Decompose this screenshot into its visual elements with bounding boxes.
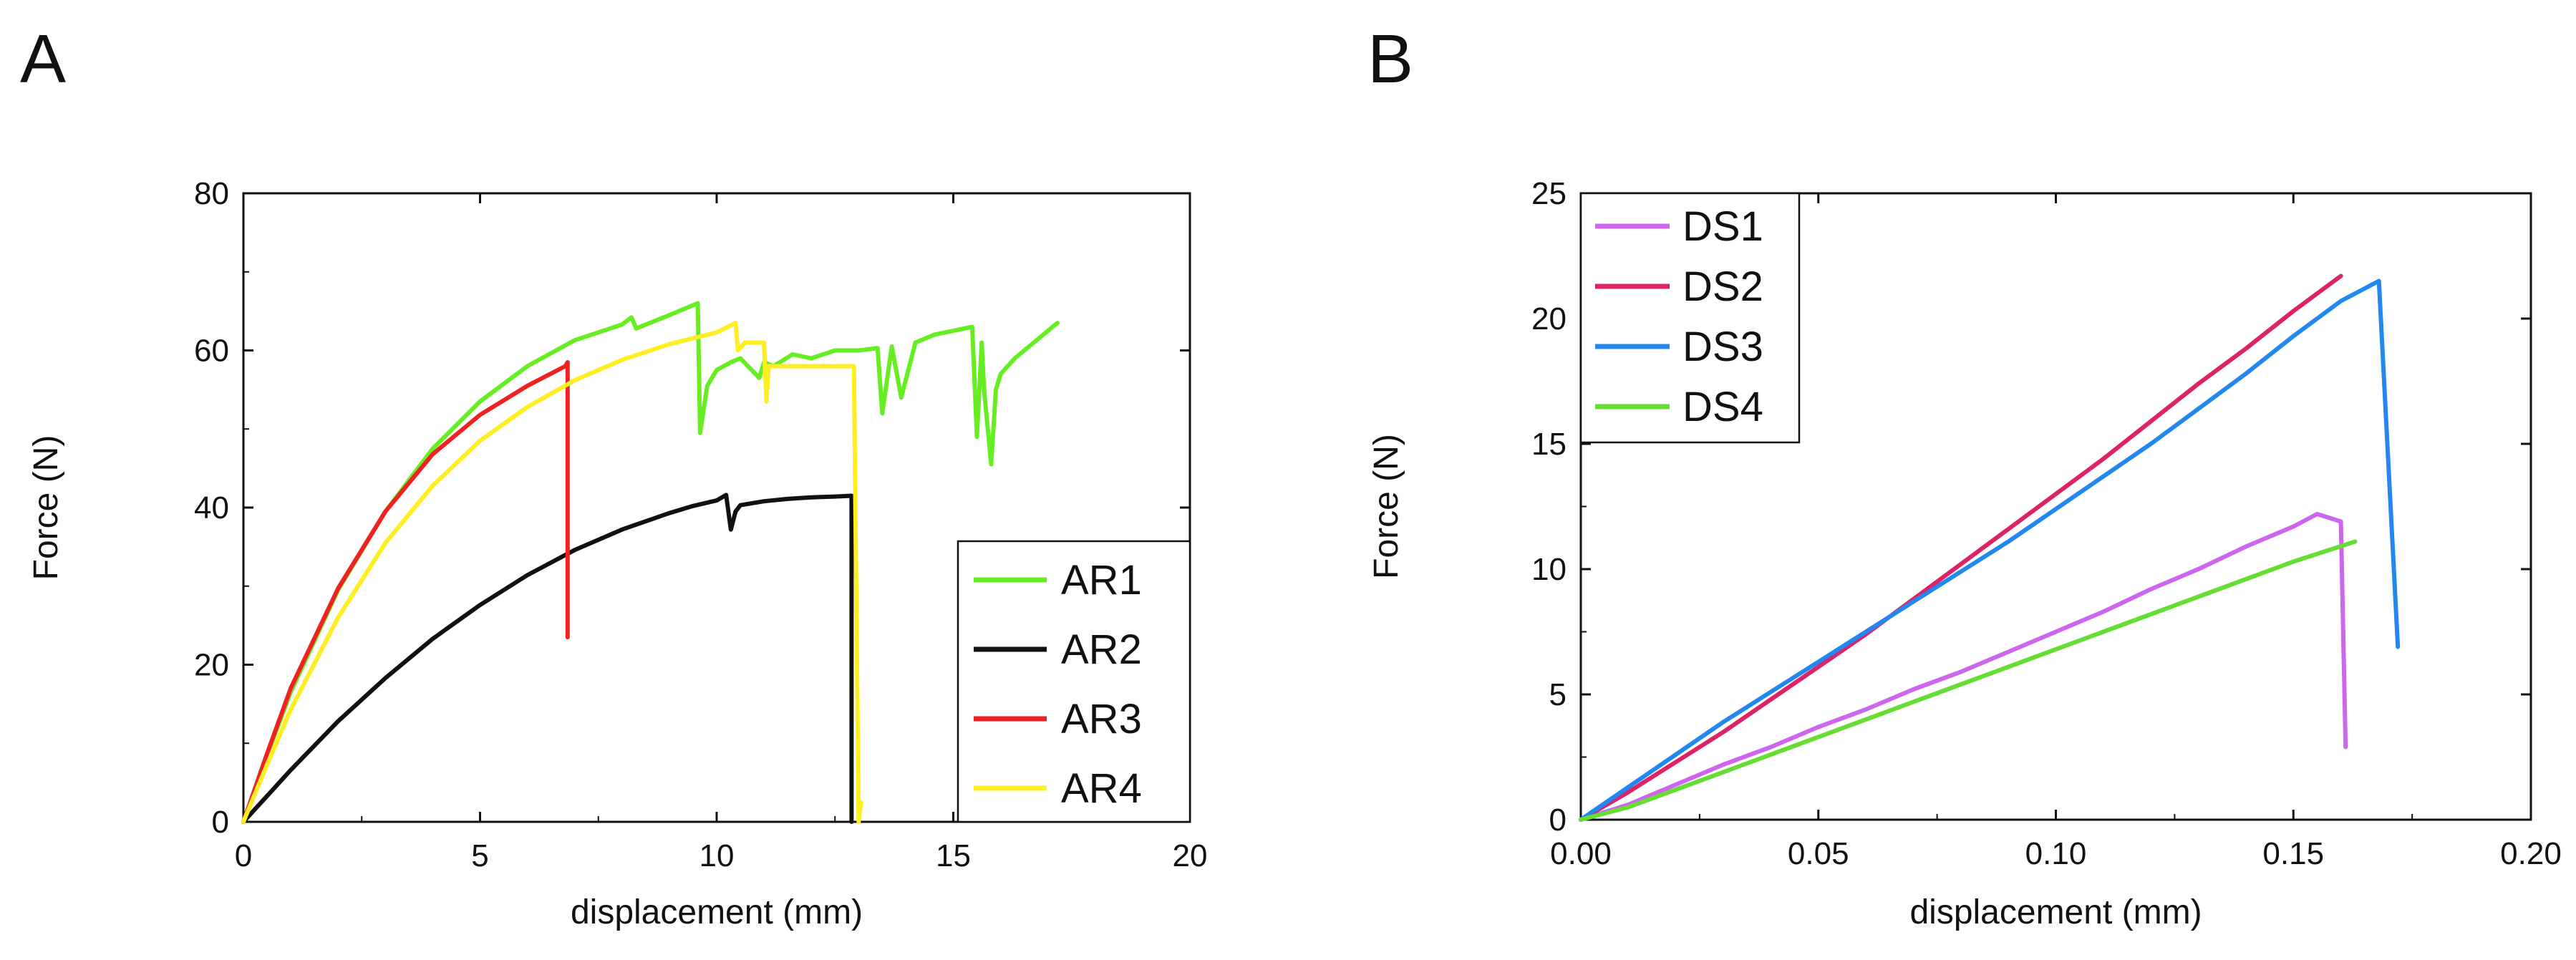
chart-panel-a: 0 5 10 15 20 0 20 40 60 80 displacement (mm) Force … — [27, 176, 1207, 931]
x-axis-label-a: displacement (mm) — [571, 893, 863, 931]
x-tick-label-b: 0.15 — [2262, 836, 2324, 871]
x-tick-label-a: 0 — [235, 838, 252, 873]
y-tick-label-a: 80 — [194, 176, 229, 211]
panel-letter-b: B — [1367, 21, 1413, 97]
series-line-ds1 — [1579, 512, 2348, 822]
chart-panel-b: 0.00 0.05 0.10 0.15 0.20 0 5 10 15 20 25 displaceme… — [1367, 176, 2562, 931]
y-tick-label-b: 0 — [1549, 803, 1567, 838]
legend-label-ar4: AR4 — [1061, 765, 1142, 812]
y-tick-label-b: 5 — [1549, 677, 1567, 712]
y-tick-label-b: 25 — [1531, 176, 1567, 211]
legend-label-ds4: DS4 — [1682, 384, 1763, 430]
series-line-ds2 — [1579, 273, 2343, 822]
x-axis-label-b: displacement (mm) — [1909, 893, 2202, 931]
y-tick-label-b: 10 — [1531, 552, 1567, 587]
y-tick-label-b: 20 — [1531, 301, 1567, 336]
x-tick-label-b: 0.00 — [1550, 836, 1612, 871]
y-tick-label-b: 15 — [1531, 427, 1567, 462]
x-tick-label-a: 5 — [471, 838, 488, 873]
y-tick-label-a: 20 — [194, 648, 229, 683]
series-line-ds3 — [1579, 278, 2401, 822]
series-line-ds4 — [1579, 539, 2358, 822]
x-tick-label-a: 20 — [1173, 838, 1208, 873]
y-tick-label-a: 0 — [212, 805, 229, 840]
y-axis-label-a: Force (N) — [27, 435, 65, 581]
legend-label-ds3: DS3 — [1682, 324, 1763, 370]
legend-label-ds1: DS1 — [1682, 203, 1763, 250]
x-tick-label-b: 0.20 — [2500, 836, 2562, 871]
x-tick-label-b: 0.10 — [2025, 836, 2087, 871]
legend-box-b — [1579, 192, 1801, 444]
x-tick-label-a: 10 — [699, 838, 735, 873]
x-tick-label-b: 0.05 — [1788, 836, 1849, 871]
y-tick-label-a: 40 — [194, 490, 229, 525]
x-tick-label-a: 15 — [936, 838, 971, 873]
y-tick-label-a: 60 — [194, 334, 229, 369]
panel-letter-a: A — [20, 21, 66, 97]
legend-label-ar3: AR3 — [1061, 696, 1142, 742]
series-line-ar2 — [241, 493, 854, 824]
legend-label-ar1: AR1 — [1061, 557, 1142, 603]
legend-label-ds2: DS2 — [1682, 263, 1763, 310]
legend-box-a — [957, 540, 1191, 823]
y-axis-label-b: Force (N) — [1367, 434, 1405, 579]
series-line-ar3 — [241, 360, 570, 824]
legend-label-ar2: AR2 — [1061, 626, 1142, 673]
series-line-ar4 — [241, 321, 863, 824]
